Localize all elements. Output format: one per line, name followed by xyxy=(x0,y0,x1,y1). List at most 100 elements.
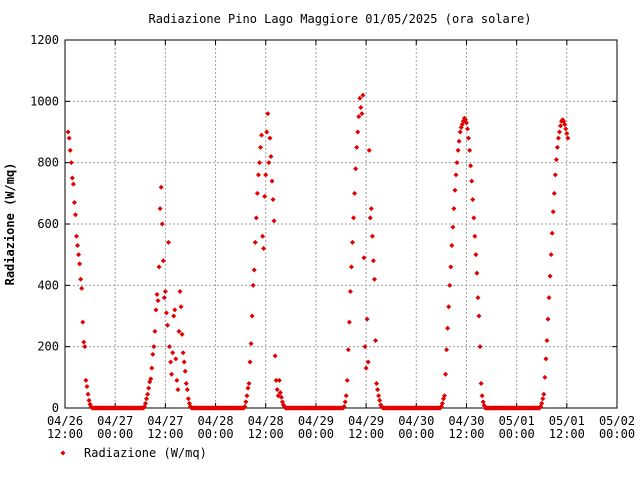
x-tick-label: 04/30 xyxy=(448,414,484,428)
data-point xyxy=(371,276,377,282)
x-tick-label: 04/29 xyxy=(348,414,384,428)
data-point xyxy=(471,215,477,221)
y-tick-label: 1000 xyxy=(30,94,59,108)
data-point xyxy=(76,252,82,258)
x-tick-label: 00:00 xyxy=(599,427,635,441)
data-point xyxy=(75,242,81,248)
data-point xyxy=(146,385,152,391)
data-point xyxy=(356,114,362,120)
x-tick-label: 12:00 xyxy=(448,427,484,441)
data-point xyxy=(160,258,166,264)
data-point xyxy=(545,316,551,322)
data-point xyxy=(153,307,159,313)
data-point xyxy=(267,135,273,141)
data-point xyxy=(251,267,257,273)
data-point xyxy=(65,129,71,135)
data-point xyxy=(85,391,91,397)
data-point xyxy=(172,307,178,313)
data-point xyxy=(143,400,148,406)
data-point xyxy=(249,313,255,319)
data-point xyxy=(368,206,374,212)
y-tick-label: 0 xyxy=(52,401,59,415)
data-point xyxy=(451,206,457,212)
data-point xyxy=(360,92,366,98)
data-point xyxy=(266,160,272,166)
data-point xyxy=(359,111,365,117)
y-tick-label: 1200 xyxy=(30,33,59,47)
data-point xyxy=(174,377,180,383)
grid xyxy=(65,40,617,408)
data-point xyxy=(182,368,188,374)
data-point xyxy=(271,218,277,224)
data-point xyxy=(148,376,154,382)
data-point xyxy=(248,341,254,347)
x-tick-label: 04/27 xyxy=(147,414,183,428)
data-point xyxy=(69,175,75,181)
x-tick-label: 12:00 xyxy=(248,427,284,441)
data-point xyxy=(540,396,546,402)
data-point xyxy=(169,371,175,377)
data-point xyxy=(255,172,261,178)
x-tick-label: 12:00 xyxy=(47,427,83,441)
data-point xyxy=(542,374,548,380)
x-tick-label: 04/30 xyxy=(398,414,434,428)
data-point xyxy=(175,387,181,393)
data-point xyxy=(261,246,267,252)
data-point xyxy=(453,172,459,178)
x-tick-label: 05/01 xyxy=(549,414,585,428)
data-point xyxy=(152,328,158,334)
y-axis-label: Radiazione (W/mq) xyxy=(3,163,17,286)
data-point xyxy=(166,239,171,245)
data-point xyxy=(72,212,78,218)
data-point xyxy=(164,322,170,328)
data-point xyxy=(277,390,283,396)
y-tick-label: 400 xyxy=(37,278,59,292)
data-point xyxy=(367,215,373,221)
data-point xyxy=(377,397,383,403)
data-point xyxy=(178,304,184,310)
data-point xyxy=(445,325,451,331)
data-point xyxy=(541,391,547,397)
data-point xyxy=(350,239,355,245)
data-point xyxy=(477,344,483,350)
data-point xyxy=(346,319,352,325)
data-point xyxy=(347,288,353,294)
data-point xyxy=(374,380,380,386)
data-point xyxy=(171,313,177,319)
x-ticks: 04/2612:0004/2700:0004/2712:0004/2800:00… xyxy=(47,40,635,441)
data-point xyxy=(373,338,378,344)
data-point xyxy=(81,339,87,345)
data-point xyxy=(71,200,77,206)
data-point xyxy=(546,295,552,301)
data-point xyxy=(353,166,359,172)
y-tick-label: 600 xyxy=(37,217,59,231)
data-point xyxy=(183,380,189,386)
data-point xyxy=(456,138,462,144)
data-point xyxy=(470,196,476,202)
data-point xyxy=(564,131,570,137)
data-point xyxy=(473,252,479,258)
data-point xyxy=(74,233,79,239)
data-point xyxy=(467,147,473,153)
data-point xyxy=(480,399,486,405)
x-tick-label: 00:00 xyxy=(97,427,133,441)
data-point xyxy=(265,111,271,117)
data-point xyxy=(354,144,360,150)
data-point xyxy=(243,399,249,405)
data-point xyxy=(551,190,557,196)
data-point xyxy=(554,144,560,150)
data-point xyxy=(80,319,86,325)
data-point xyxy=(173,356,179,362)
data-point xyxy=(455,147,461,153)
data-point xyxy=(344,377,350,383)
data-point xyxy=(446,304,452,310)
data-point xyxy=(256,160,262,166)
data-point xyxy=(544,338,550,344)
data-point xyxy=(558,123,564,129)
data-point xyxy=(439,400,445,406)
data-point xyxy=(157,206,163,212)
data-point xyxy=(86,397,92,403)
data-point xyxy=(376,393,382,399)
data-point xyxy=(557,129,562,135)
